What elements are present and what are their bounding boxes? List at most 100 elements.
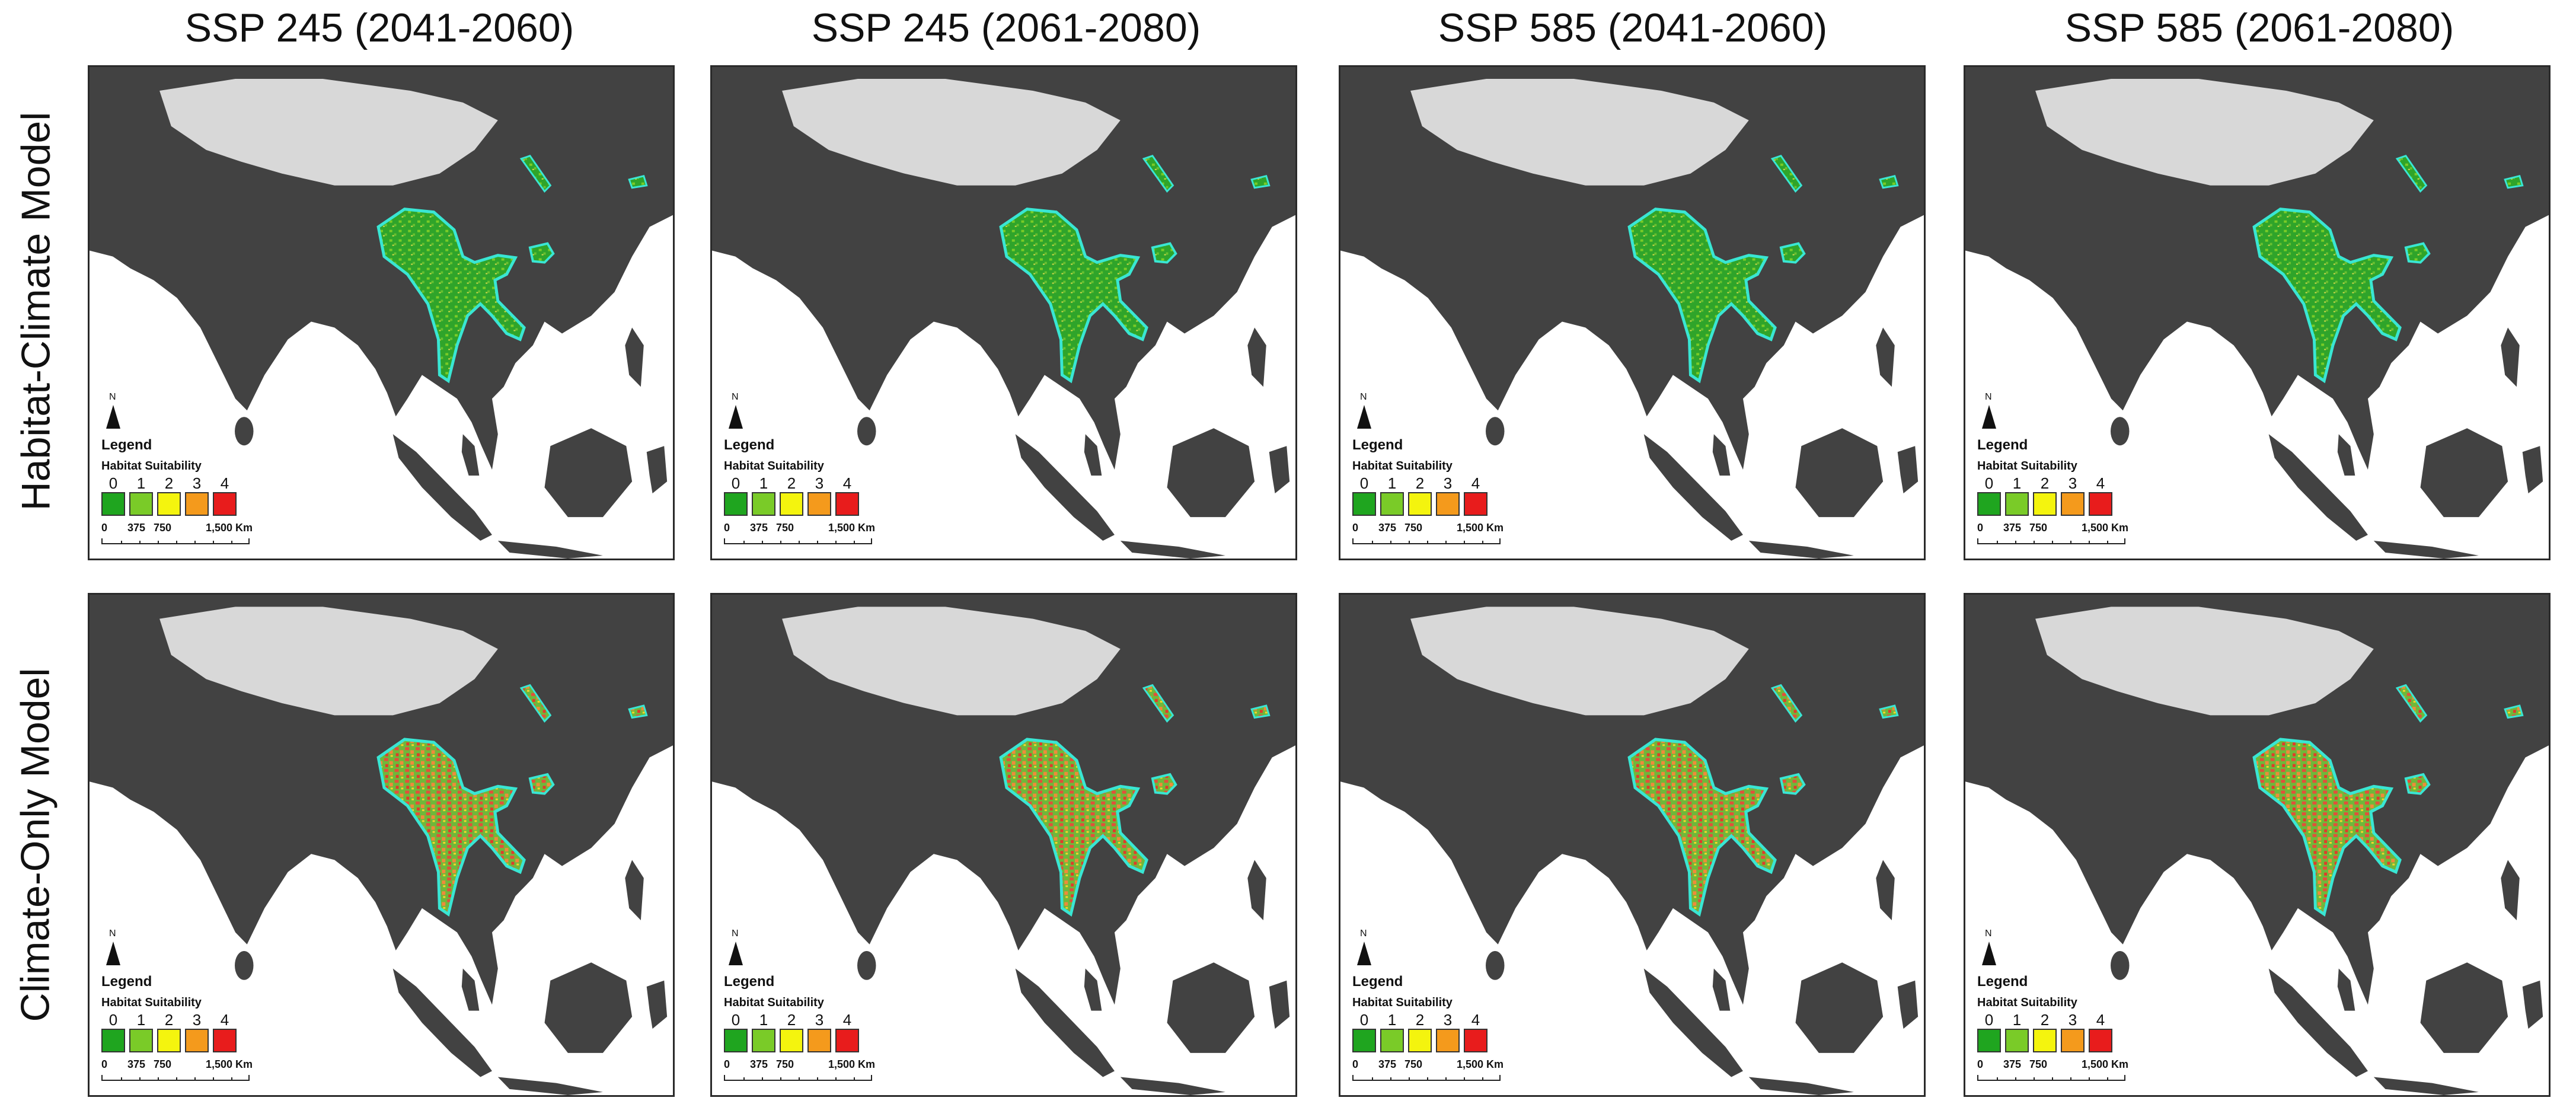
land-sulawesi	[1897, 980, 1919, 1029]
scale-bar: 0 375 750 1,500 Km	[1352, 522, 1512, 547]
scale-bar: 0 375 750 1,500 Km	[1977, 1058, 2137, 1083]
range-hainan	[528, 242, 555, 264]
range-fragment-2	[1879, 174, 1899, 189]
scale-label: 1,500 Km	[828, 1058, 876, 1070]
range-fragment-2	[1250, 704, 1271, 719]
legend-class-label: 3	[815, 474, 824, 492]
scale-label: 750	[1404, 522, 1423, 534]
legend-class-swatch	[1436, 492, 1460, 516]
row-label-text: Climate-Only Model	[13, 668, 58, 1022]
legend-class-swatch	[1464, 492, 1487, 516]
legend-title: Legend	[1352, 437, 1403, 453]
legend-class-1: 1	[2005, 1011, 2029, 1052]
north-label: N	[1360, 392, 1367, 402]
legend-subtitle: Habitat Suitability	[1352, 460, 1453, 473]
legend-class-label: 3	[1443, 474, 1453, 492]
land-borneo	[2420, 428, 2508, 518]
legend-class-label: 1	[759, 474, 768, 492]
north-arrow-icon: N	[1352, 928, 1376, 970]
legend-class-swatch	[724, 492, 748, 516]
legend-class-4: 4	[835, 1011, 859, 1052]
land-sumatra	[1015, 434, 1115, 541]
range-fragment-2	[2504, 174, 2524, 189]
land-borneo	[544, 428, 633, 518]
north-arrow-icon: N	[1977, 392, 2001, 433]
legend-class-label: 4	[220, 474, 229, 492]
legend-class-swatch	[724, 1029, 748, 1052]
north-label: N	[732, 928, 739, 939]
map-canvas	[1340, 67, 1924, 559]
land-philippines	[2501, 860, 2520, 921]
legend-class-swatch	[185, 492, 209, 516]
legend-class-2: 2	[780, 1011, 803, 1052]
legend-class-swatch	[752, 1029, 775, 1052]
legend-class-label: 0	[731, 1011, 740, 1029]
land-malay	[461, 434, 480, 476]
legend-class-2: 2	[1408, 474, 1432, 516]
legend-class-4: 4	[1464, 1011, 1487, 1052]
legend-class-swatch	[752, 492, 775, 516]
land-sumatra	[392, 968, 492, 1077]
legend: N Legend Habitat Suitability 0 1 2 3 4 0…	[1977, 928, 2155, 1083]
legend-class-label: 2	[1415, 1011, 1425, 1029]
col-title-1: SSP 245 (2041-2060)	[184, 5, 574, 50]
species-range	[999, 208, 1148, 384]
legend-subtitle: Habitat Suitability	[101, 996, 202, 1009]
land-sumatra	[392, 434, 492, 541]
range-fragment-1	[1770, 684, 1803, 723]
land-taiwan	[1216, 751, 1225, 776]
legend-class-4: 4	[2089, 474, 2112, 516]
scale-label: 375	[750, 522, 768, 534]
legend-class-3: 3	[2061, 474, 2085, 516]
legend-title: Legend	[1977, 437, 2028, 453]
legend: N Legend Habitat Suitability 0 1 2 3 4 0…	[1352, 928, 1530, 1083]
legend-class-0: 0	[1352, 1011, 1376, 1052]
land-sri-lanka	[235, 417, 254, 446]
legend-class-swatch	[1436, 1029, 1460, 1052]
land-java	[2373, 541, 2479, 559]
legend-class-label: 0	[1359, 1011, 1369, 1029]
range-hainan	[1779, 773, 1806, 795]
legend: N Legend Habitat Suitability 0 1 2 3 4 0…	[1352, 392, 1530, 547]
range-hainan	[1779, 242, 1806, 264]
range-fragment-1	[519, 684, 552, 723]
legend-class-swatch	[1977, 492, 2001, 516]
legend-class-4: 4	[213, 474, 237, 516]
legend-class-swatch	[129, 492, 153, 516]
legend-class-4: 4	[835, 474, 859, 516]
legend-class-label: 0	[1984, 1011, 1994, 1029]
legend-class-label: 4	[2096, 1011, 2105, 1029]
legend-class-label: 3	[815, 1011, 824, 1029]
legend-class-0: 0	[724, 474, 748, 516]
col-title-2: SSP 245 (2061-2080)	[811, 5, 1201, 50]
map-panel-r1-c3: N Legend Habitat Suitability 0 1 2 3 4 0…	[1339, 65, 1926, 560]
legend-class-3: 3	[185, 1011, 209, 1052]
legend-class-3: 3	[2061, 1011, 2085, 1052]
range-fragment-2	[2504, 704, 2524, 719]
legend-class-swatch	[157, 1029, 181, 1052]
legend-classes: 0 1 2 3 4	[1977, 474, 2155, 516]
map-panel-r2-c2: N Legend Habitat Suitability 0 1 2 3 4 0…	[710, 593, 1297, 1097]
north-label: N	[109, 392, 116, 402]
legend-class-swatch	[2089, 492, 2112, 516]
land-java	[1120, 541, 1225, 559]
legend-class-label: 4	[2096, 474, 2105, 492]
legend-class-swatch	[2005, 1029, 2029, 1052]
legend-class-swatch	[2089, 1029, 2112, 1052]
legend-class-label: 3	[192, 474, 202, 492]
legend-classes: 0 1 2 3 4	[724, 1011, 902, 1052]
legend-class-label: 3	[2068, 474, 2077, 492]
scale-label: 375	[2003, 1058, 2022, 1070]
plateau	[782, 607, 1121, 716]
land-philippines	[1247, 327, 1266, 387]
scale-bar: 0 375 750 1,500 Km	[724, 1058, 884, 1083]
scale-label: 0	[724, 522, 730, 534]
legend-class-swatch	[1352, 492, 1376, 516]
legend-class-swatch	[1352, 1029, 1376, 1052]
legend-class-swatch	[157, 492, 181, 516]
land-borneo	[1167, 428, 1255, 518]
legend-class-label: 2	[787, 474, 796, 492]
legend-title: Legend	[101, 974, 152, 990]
legend-class-1: 1	[129, 1011, 153, 1052]
scale-label: 750	[1404, 1058, 1423, 1070]
